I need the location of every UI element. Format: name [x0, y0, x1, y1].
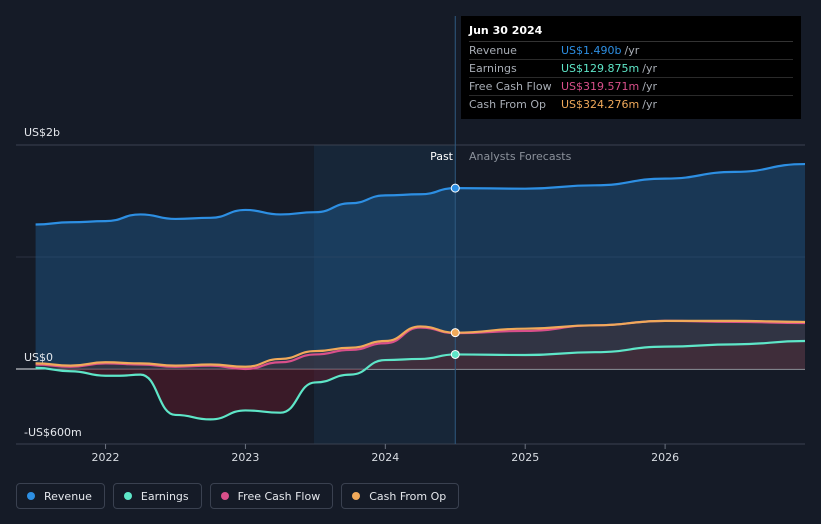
legend-item-free-cash-flow[interactable]: Free Cash Flow [209, 483, 334, 509]
tooltip-row-revenue: Revenue US$1.490b /yr [469, 42, 793, 60]
tooltip-value: US$1.490b [561, 44, 622, 57]
tooltip-row-free-cash-flow: Free Cash Flow US$319.571m /yr [469, 78, 793, 96]
tooltip-name: Revenue [469, 44, 517, 57]
tooltip: Jun 30 2024 Revenue US$1.490b /yr Earnin… [461, 16, 801, 119]
area-revenue [35, 164, 806, 369]
legend-label: Revenue [44, 489, 92, 503]
x-tick-label: 2022 [92, 451, 120, 464]
tooltip-value: US$319.571m [561, 80, 640, 93]
legend: Revenue Earnings Free Cash Flow Cash Fro… [16, 483, 460, 509]
tooltip-row-earnings: Earnings US$129.875m /yr [469, 60, 793, 78]
tooltip-name: Free Cash Flow [469, 80, 552, 93]
past-label: Past [430, 150, 454, 163]
point-earnings [450, 349, 460, 359]
y-label-top: US$2b [24, 126, 60, 139]
legend-dot-icon [27, 492, 35, 500]
forecast-label: Analysts Forecasts [469, 150, 572, 163]
tooltip-value: US$129.875m [561, 62, 640, 75]
x-tick-label: 2024 [371, 451, 399, 464]
highlight-points [450, 183, 460, 359]
legend-item-revenue[interactable]: Revenue [16, 483, 105, 509]
point-revenue [450, 183, 460, 193]
area-cash-from-op [35, 320, 806, 369]
tooltip-unit: /yr [624, 44, 640, 57]
y-label-bottom: -US$600m [24, 426, 82, 439]
legend-dot-icon [352, 492, 361, 500]
tooltip-unit: /yr [642, 80, 657, 93]
legend-dot-icon [220, 492, 229, 500]
x-axis-ticks: 2022 2023 2024 2025 2026 [92, 444, 679, 464]
tooltip-name: Earnings [469, 62, 517, 75]
series-lines [35, 162, 806, 421]
point-cash-from-op [450, 328, 460, 338]
legend-label: Cash From Op [369, 489, 447, 503]
line-revenue [35, 162, 806, 226]
tooltip-unit: /yr [642, 98, 657, 111]
legend-label: Free Cash Flow [237, 489, 321, 503]
tooltip-unit: /yr [642, 62, 657, 75]
x-tick-label: 2025 [511, 451, 539, 464]
x-tick-label: 2026 [651, 451, 679, 464]
legend-label: Earnings [140, 489, 189, 503]
tooltip-name: Cash From Op [469, 98, 547, 111]
series-areas [35, 164, 806, 420]
legend-dot-icon [123, 492, 132, 500]
tooltip-date: Jun 30 2024 [469, 24, 793, 42]
legend-item-earnings[interactable]: Earnings [112, 483, 202, 509]
x-tick-label: 2023 [231, 451, 259, 464]
line-cash-from-op [35, 319, 806, 368]
legend-item-cash-from-op[interactable]: Cash From Op [341, 483, 460, 509]
line-earnings [35, 339, 806, 421]
tooltip-value: US$324.276m [561, 98, 640, 111]
area-earnings [35, 341, 806, 420]
area-free-cash-flow [35, 320, 806, 369]
tooltip-row-cash-from-op: Cash From Op US$324.276m /yr [469, 96, 793, 113]
y-label-zero: US$0 [24, 351, 53, 364]
